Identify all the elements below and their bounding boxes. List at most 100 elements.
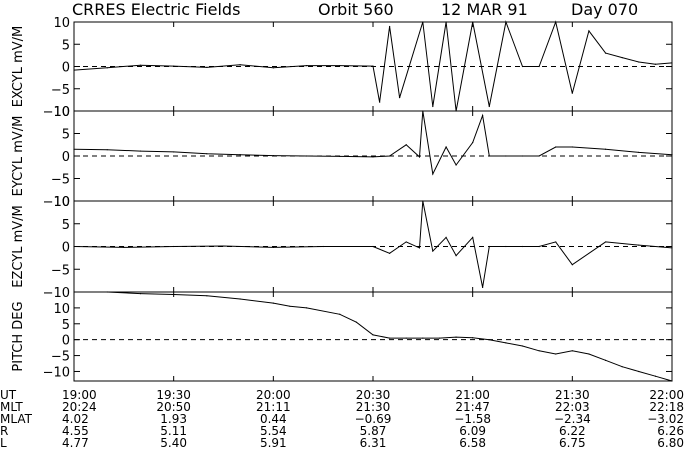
day-label: Day 070 xyxy=(571,0,638,19)
chart-header: CRRES Electric Fields Orbit 560 12 MAR 9… xyxy=(72,0,638,19)
y-tick-label: 10 xyxy=(53,105,70,120)
data-point xyxy=(418,247,421,249)
data-point xyxy=(482,286,484,289)
data-point xyxy=(73,291,75,293)
data-point xyxy=(305,155,308,157)
x-row-label: MLT xyxy=(0,400,23,414)
data-point xyxy=(671,247,673,249)
data-point xyxy=(272,154,274,157)
data-point xyxy=(432,250,434,252)
data-point xyxy=(372,65,374,67)
y-axis-label: PITCH DEG xyxy=(11,301,26,371)
data-point xyxy=(588,30,590,32)
data-point xyxy=(405,144,407,146)
data-point xyxy=(505,21,507,23)
data-point xyxy=(654,375,656,377)
data-point xyxy=(106,291,108,293)
x-row-value: 21:30 xyxy=(356,400,391,414)
data-point xyxy=(445,146,447,148)
data-point xyxy=(654,63,656,65)
data-point xyxy=(206,295,208,297)
series-line xyxy=(74,291,673,382)
x-row-label: MLAT xyxy=(0,412,33,426)
x-row-value: −0.69 xyxy=(355,412,392,426)
x-row-value: −1.58 xyxy=(454,412,491,426)
data-point xyxy=(339,155,341,158)
chart-title: CRRES Electric Fields xyxy=(72,0,240,19)
x-row-value: 5.54 xyxy=(260,424,287,438)
y-tick-label: 5 xyxy=(62,38,70,53)
x-row-value: 6.75 xyxy=(559,436,586,450)
x-row-value: 22:00 xyxy=(649,388,684,402)
data-point xyxy=(604,241,607,243)
y-tick-label: 10 xyxy=(53,302,70,317)
x-row-value: 5.87 xyxy=(360,424,387,438)
x-row-value: 5.11 xyxy=(160,424,187,438)
data-point xyxy=(604,148,607,150)
date-label: 12 MAR 91 xyxy=(441,0,528,19)
x-row-value: 21:30 xyxy=(555,388,590,402)
data-point xyxy=(305,307,308,309)
data-point xyxy=(305,65,308,67)
data-point xyxy=(73,69,75,71)
x-axis-table: UT 19:00 19:30 20:00 20:30 21:00 21:30 22:00 MLT… xyxy=(0,388,684,450)
data-point xyxy=(571,146,573,148)
panel-2: −10 −5 0 5 10 EYCYL mV/M xyxy=(11,105,673,210)
data-point xyxy=(555,353,557,355)
y-tick-label: 5 xyxy=(62,318,70,333)
y-tick-label: −10 xyxy=(43,105,70,120)
x-row-label: R xyxy=(0,424,8,438)
data-point xyxy=(621,57,623,59)
data-point xyxy=(322,245,324,248)
data-point xyxy=(173,293,175,296)
x-row-value: 6.09 xyxy=(459,424,486,438)
data-point xyxy=(379,101,381,103)
data-point xyxy=(372,334,374,336)
y-tick-label: 0 xyxy=(62,61,70,76)
data-point xyxy=(123,246,125,249)
orbit-label: Orbit 560 xyxy=(318,0,394,19)
data-point xyxy=(445,21,447,23)
x-row-value: 19:00 xyxy=(62,388,97,402)
data-point xyxy=(389,252,391,254)
x-row-value: 19:30 xyxy=(156,388,191,402)
data-point xyxy=(538,245,540,248)
x-row-value: 21:47 xyxy=(455,400,490,414)
y-axis-label: EXCYL mV/M xyxy=(11,26,26,108)
x-row-value: 1.93 xyxy=(160,412,187,426)
data-point xyxy=(588,353,590,355)
data-point xyxy=(555,21,557,23)
data-point xyxy=(73,148,75,150)
data-point xyxy=(472,141,474,144)
data-point xyxy=(239,64,241,66)
data-point xyxy=(239,298,241,300)
data-point xyxy=(521,155,524,157)
x-row-label: L xyxy=(0,436,7,450)
series-line xyxy=(73,20,673,112)
data-point xyxy=(438,337,441,339)
data-point xyxy=(272,246,274,249)
data-point xyxy=(488,155,490,157)
data-point xyxy=(488,105,490,108)
data-point xyxy=(339,65,341,67)
data-point xyxy=(571,264,573,266)
data-point xyxy=(638,61,640,63)
x-row-value: 20:50 xyxy=(156,400,191,414)
x-row-value: −2.34 xyxy=(554,412,591,426)
data-point xyxy=(455,164,457,166)
y-tick-label: −5 xyxy=(51,350,70,365)
data-point xyxy=(289,305,291,307)
data-point xyxy=(455,255,457,257)
x-row-value: 20:00 xyxy=(256,388,291,402)
data-point xyxy=(422,21,424,23)
y-tick-label: 0 xyxy=(62,150,70,165)
x-row-value: 20:30 xyxy=(356,388,391,402)
data-point xyxy=(505,342,507,344)
x-row-value: 21:00 xyxy=(455,388,490,402)
data-point xyxy=(555,241,557,243)
data-point xyxy=(432,105,434,108)
data-point xyxy=(139,64,142,66)
data-point xyxy=(206,66,208,68)
